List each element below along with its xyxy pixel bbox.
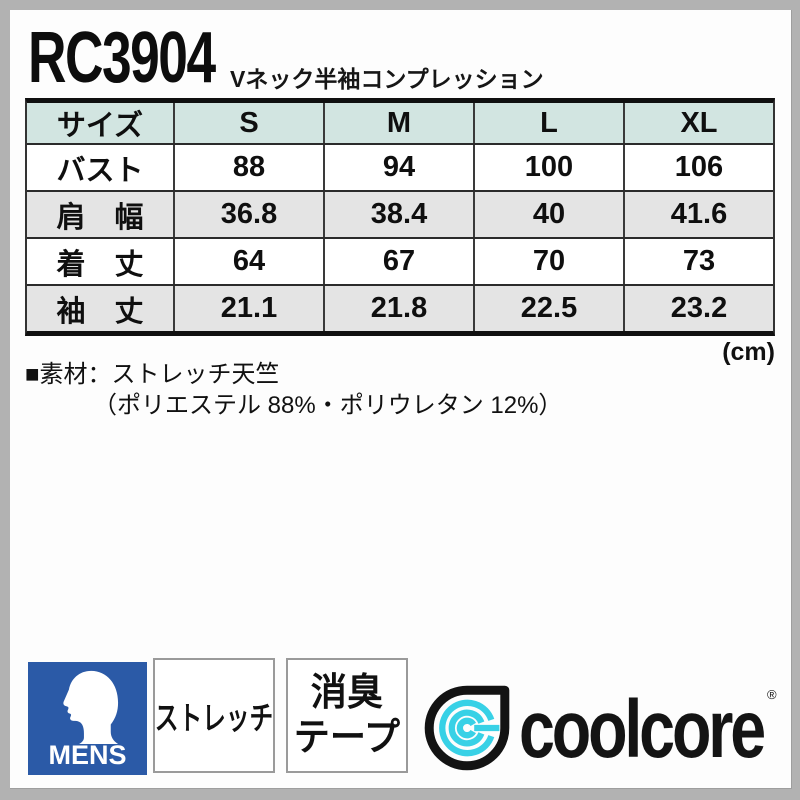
mens-badge-label: MENS: [48, 740, 127, 770]
stretch-badge-label: ストレッチ: [154, 699, 274, 736]
row-label: 袖 丈: [56, 295, 144, 328]
table-cell: 88: [173, 145, 323, 190]
table-cell: 64: [173, 239, 323, 284]
table-row-length: 着 丈 64 67 70 73: [27, 237, 773, 284]
table-row-shoulder: 肩 幅 36.8 38.4 40 41.6: [27, 190, 773, 237]
deodorant-tape-badge: 消臭 テープ: [286, 658, 408, 773]
registered-trademark-symbol: ®: [767, 687, 777, 702]
row-label: 着 丈: [56, 248, 144, 281]
unit-label: (cm): [722, 338, 775, 366]
table-cell: 73: [623, 239, 773, 284]
table-row-sleeve: 袖 丈 21.1 21.8 22.5 23.2: [27, 284, 773, 331]
coolcore-wordmark: coolcore ®: [519, 684, 777, 775]
coolcore-brand-text: coolcore: [519, 684, 764, 775]
table-row-bust: バスト 88 94 100 106: [27, 143, 773, 190]
coolcore-logo: coolcore ®: [422, 672, 790, 780]
row-label: バスト: [56, 154, 144, 187]
deodorant-tape-label: 消臭 テープ: [294, 671, 400, 761]
table-cell: 38.4: [323, 192, 473, 237]
table-cell: 67: [323, 239, 473, 284]
table-cell: 21.8: [323, 286, 473, 331]
row-label: 肩 幅: [56, 201, 144, 234]
table-cell: 106: [623, 145, 773, 190]
table-cell: 36.8: [173, 192, 323, 237]
column-header: サイズ: [56, 110, 144, 142]
table-cell: 70: [473, 239, 623, 284]
table-cell: 23.2: [623, 286, 773, 331]
table-cell: 41.6: [623, 192, 773, 237]
material-info-line1: ■素材：ストレッチ天竺: [25, 361, 280, 388]
product-spec-sheet: RC3904 Vネック半袖コンプレッション サイズ S M L XL バスト 8…: [10, 10, 792, 789]
table-cell: 100: [473, 145, 623, 190]
column-header: L: [473, 103, 623, 143]
size-table-header-row: サイズ S M L XL: [27, 103, 773, 143]
table-cell: 40: [473, 192, 623, 237]
table-cell: 94: [323, 145, 473, 190]
stretch-badge: ストレッチ: [153, 658, 275, 773]
product-name: Vネック半袖コンプレッション: [230, 66, 544, 92]
size-table: サイズ S M L XL バスト 88 94 100 106 肩 幅 36.8 …: [25, 98, 775, 336]
deodorant-tape-line1: 消臭: [310, 671, 384, 714]
column-header: XL: [623, 103, 773, 143]
male-profile-icon: [62, 670, 118, 744]
product-code: RC3904: [28, 18, 216, 98]
column-header: S: [173, 103, 323, 143]
coolcore-droplet-icon: [424, 685, 510, 771]
mens-badge: MENS: [28, 662, 147, 775]
table-cell: 22.5: [473, 286, 623, 331]
column-header: M: [323, 103, 473, 143]
deodorant-tape-line2: テープ: [293, 716, 401, 759]
table-cell: 21.1: [173, 286, 323, 331]
material-info-line2: （ポリエステル 88%・ポリウレタン 12%）: [93, 392, 563, 419]
